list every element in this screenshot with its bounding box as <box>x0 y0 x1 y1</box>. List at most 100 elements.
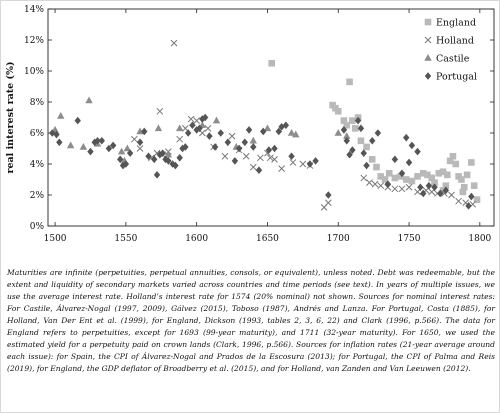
england-point <box>424 171 431 179</box>
england-point <box>377 173 385 180</box>
castile-point <box>292 130 300 138</box>
portugal-point <box>206 132 213 140</box>
portugal-point <box>74 116 81 125</box>
portugal-point <box>172 161 179 170</box>
x-tick-label: 1650 <box>256 234 279 244</box>
holland-point <box>448 191 455 199</box>
portugal-point <box>340 126 348 134</box>
england-point <box>373 163 380 171</box>
portugal-point <box>179 144 186 153</box>
england-point <box>351 125 359 132</box>
portugal-point <box>98 136 106 145</box>
portugal-point <box>141 127 148 136</box>
england-point <box>442 182 450 189</box>
legend-marker-castile <box>424 54 432 61</box>
y-tick-label: 8% <box>30 98 45 108</box>
portugal-point <box>241 138 249 147</box>
castile-point <box>117 147 126 155</box>
england-point <box>402 176 410 183</box>
portugal-point <box>53 130 60 139</box>
portugal-point <box>425 181 433 190</box>
portugal-point <box>346 150 353 159</box>
y-tick-label: 0% <box>30 222 45 232</box>
portugal-point <box>235 144 243 153</box>
legend-marker-holland <box>424 36 432 44</box>
portugal-point <box>363 161 370 170</box>
england-point <box>435 170 443 177</box>
portugal-point <box>431 183 438 192</box>
portugal-point <box>414 147 421 156</box>
plot-frame <box>47 8 495 227</box>
y-tick-label: 6% <box>30 129 45 139</box>
portugal-point <box>360 149 367 157</box>
y-tick-label: 2% <box>30 191 45 201</box>
portugal-point <box>119 161 127 170</box>
portugal-point <box>159 149 166 157</box>
portugal-point <box>196 124 203 133</box>
figure-caption: Maturities are infinite (perpetuities, p… <box>7 268 495 374</box>
holland-point <box>228 132 236 140</box>
castile-point <box>85 96 93 104</box>
castile-point <box>334 129 342 136</box>
portugal-point <box>165 157 172 165</box>
castile-point <box>79 142 88 150</box>
holland-point <box>193 117 201 124</box>
holland-point <box>299 160 307 168</box>
england-point <box>343 121 351 129</box>
portugal-point <box>420 189 427 198</box>
portugal-point <box>231 157 239 165</box>
holland-point <box>257 154 264 162</box>
portugal-point <box>189 121 196 130</box>
portugal-point <box>417 183 424 192</box>
portugal-point <box>403 133 410 142</box>
legend-label-holland: Holland <box>436 36 474 47</box>
holland-point <box>371 180 379 188</box>
england-point <box>414 173 421 180</box>
portugal-point <box>468 192 475 201</box>
holland-point <box>249 163 257 171</box>
portugal-point <box>398 169 406 178</box>
portugal-point <box>391 155 399 164</box>
england-point <box>449 152 457 160</box>
holland-point <box>204 124 212 132</box>
x-tick-label: 1700 <box>327 234 350 244</box>
england-point <box>381 176 389 183</box>
portugal-point <box>436 189 444 198</box>
y-tick-label: 4% <box>30 160 45 170</box>
portugal-point <box>162 155 169 164</box>
portugal-point <box>153 171 161 179</box>
holland-point <box>131 135 138 143</box>
portugal-point <box>384 180 392 188</box>
x-tick-label: 1550 <box>114 234 137 244</box>
portugal-point <box>408 141 416 150</box>
england-point <box>468 159 475 166</box>
england-point <box>357 137 365 145</box>
england-point <box>446 157 454 165</box>
portugal-point <box>442 186 450 195</box>
holland-point <box>455 197 462 205</box>
holland-point <box>176 135 184 143</box>
portugal-point <box>201 113 209 122</box>
england-point <box>363 143 370 151</box>
england-point <box>419 170 427 177</box>
portugal-point <box>109 141 117 150</box>
portugal-point <box>312 157 319 165</box>
england-point <box>391 174 399 182</box>
holland-point <box>278 165 285 173</box>
portugal-point <box>265 146 273 154</box>
castile-point <box>164 150 173 158</box>
portugal-point <box>150 155 158 164</box>
holland-point <box>187 115 195 123</box>
portugal-point <box>94 136 101 145</box>
x-tick-label: 1500 <box>44 234 67 244</box>
england-point <box>346 78 353 86</box>
portugal-point <box>176 154 183 162</box>
england-point <box>473 196 481 203</box>
england-point <box>470 182 478 189</box>
holland-point <box>377 182 385 190</box>
portugal-point <box>357 124 365 133</box>
holland-point <box>289 159 297 166</box>
portugal-point <box>325 191 332 199</box>
portugal-point <box>91 138 98 147</box>
england-point <box>439 168 447 176</box>
